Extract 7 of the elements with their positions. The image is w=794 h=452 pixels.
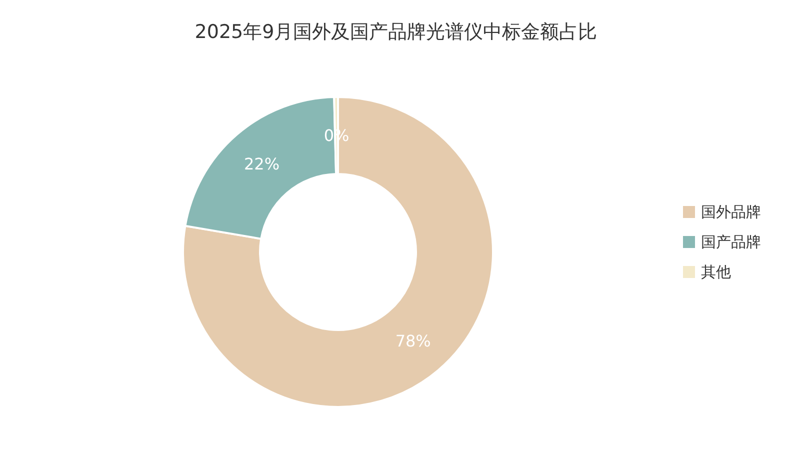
data-label: 78% bbox=[395, 332, 431, 351]
chart-title: 2025年9月国外及国产品牌光谱仪中标金额占比 bbox=[194, 21, 598, 43]
legend-label: 国外品牌 bbox=[701, 203, 761, 221]
legend-label: 国产品牌 bbox=[701, 233, 761, 251]
donut-slice bbox=[182, 96, 494, 408]
legend-label: 其他 bbox=[701, 263, 731, 281]
data-label: 22% bbox=[244, 154, 280, 174]
